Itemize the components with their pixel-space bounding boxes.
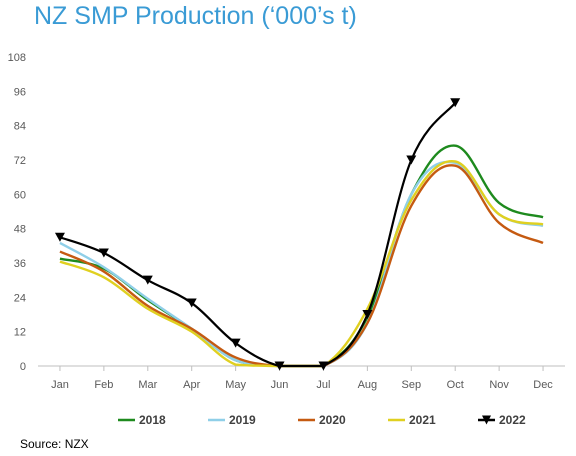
x-tick-label: Sep [402, 379, 422, 391]
y-tick-label: 36 [14, 258, 26, 270]
x-tick-label: Oct [447, 379, 464, 391]
y-tick-label: 60 [14, 189, 26, 201]
legend: 2018 2019 2020 2021 2022 [118, 413, 526, 427]
legend-label-2019: 2019 [229, 413, 256, 427]
series-point-2022 [362, 310, 373, 319]
legend-marker-2022 [482, 415, 491, 425]
x-tick-label: Nov [489, 379, 509, 391]
legend-label-2020: 2020 [319, 413, 346, 427]
x-tick-label: Jun [271, 379, 289, 391]
series-line-2020 [59, 164, 544, 368]
series-line-2019 [59, 160, 544, 368]
axes: 0 12 24 36 48 60 72 84 96 108 Jan Feb Mar Apr May Jun Ju… [8, 52, 565, 391]
chart-title: NZ SMP Production (‘000’s t) [34, 2, 357, 30]
x-tick-label: Feb [94, 379, 113, 391]
series-markers [54, 98, 461, 371]
y-tick-label: 72 [14, 155, 26, 167]
series-point-2022 [274, 361, 285, 371]
series-point-2022 [54, 232, 65, 242]
y-tick-label: 96 [14, 86, 26, 98]
y-tick-label: 84 [14, 121, 26, 133]
series-point-2022 [98, 248, 109, 258]
y-tick-label: 0 [20, 361, 26, 373]
legend-label-2021: 2021 [409, 413, 436, 427]
series-lines [59, 102, 544, 368]
x-tick-label: Apr [183, 379, 200, 391]
source-note: Source: NZX [20, 437, 89, 451]
legend-label-2022: 2022 [499, 413, 526, 427]
y-tick-label: 108 [8, 52, 26, 64]
x-tick-label: Dec [533, 379, 553, 391]
x-tick-label: Mar [138, 379, 157, 391]
series-point-2022 [142, 275, 153, 285]
series-point-2022 [450, 98, 461, 108]
series-point-2022 [318, 361, 329, 371]
y-tick-label: 24 [14, 292, 26, 304]
x-tick-label: Aug [358, 379, 378, 391]
x-tick-label: Jan [51, 379, 69, 391]
legend-label-2018: 2018 [139, 413, 166, 427]
series-point-2022 [230, 338, 241, 348]
series-line-2021 [59, 160, 544, 368]
x-tick-label: May [225, 379, 246, 391]
y-tick-label: 12 [14, 327, 26, 339]
series-point-2022 [406, 155, 417, 165]
series-point-2022 [186, 298, 197, 308]
x-tick-label: Jul [316, 379, 330, 391]
y-tick-label: 48 [14, 224, 26, 236]
